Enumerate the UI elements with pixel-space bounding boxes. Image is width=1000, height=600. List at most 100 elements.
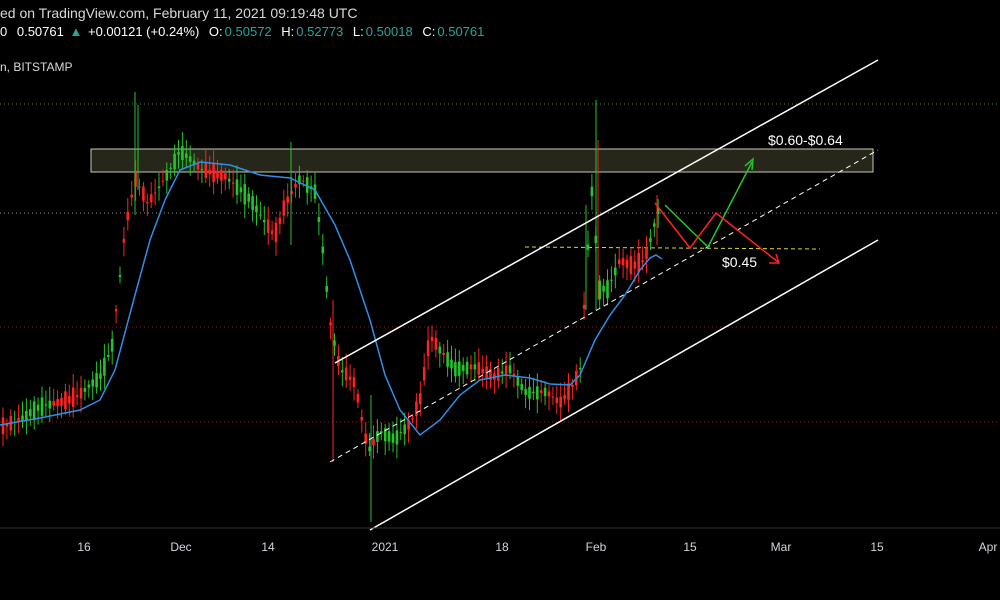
candle-body <box>60 397 63 407</box>
candle-body <box>645 248 648 259</box>
candle-body <box>426 340 430 356</box>
candle-body <box>126 211 130 221</box>
candle-body <box>282 200 286 216</box>
candles <box>1 92 660 522</box>
candle-body <box>56 399 59 407</box>
candle-body <box>641 260 644 263</box>
candle-body <box>446 352 449 367</box>
candle-body <box>21 415 24 421</box>
candle-body <box>403 424 406 435</box>
candle-body <box>536 386 539 400</box>
candle-body <box>395 430 399 445</box>
candle-body <box>75 395 79 398</box>
candle-body <box>157 186 161 189</box>
channel-mid-line <box>329 149 879 463</box>
candle-body <box>368 446 371 452</box>
candle-body <box>64 391 67 410</box>
candle-body <box>161 180 165 182</box>
x-tick-label: 16 <box>77 540 91 554</box>
candle-body <box>216 170 219 179</box>
candle-body <box>259 214 262 216</box>
candle-body <box>142 186 145 201</box>
candle-body <box>512 373 516 376</box>
close-value: 0.50761 <box>437 24 485 39</box>
candle-body <box>380 431 383 434</box>
low-value: 0.50018 <box>365 24 413 39</box>
bullish-path-line <box>664 161 753 249</box>
x-tick-label: 15 <box>683 540 697 554</box>
candle-body <box>227 178 231 182</box>
candle-body <box>290 190 293 195</box>
candle-body <box>489 369 492 380</box>
candle-body <box>153 192 157 194</box>
price-prefix: 0 <box>0 24 8 39</box>
candle-body <box>442 352 445 355</box>
candle-body <box>500 371 504 374</box>
candle-body <box>524 388 527 395</box>
candle-body <box>220 169 223 181</box>
candle-body <box>91 379 94 387</box>
resistance-zone <box>90 148 874 173</box>
candle-body <box>399 432 403 434</box>
candle-body <box>547 391 551 397</box>
candle-body <box>247 193 250 202</box>
candle-body <box>313 184 317 199</box>
candle-body <box>181 146 184 161</box>
bearish-arrowhead-icon <box>769 253 781 264</box>
candle-body <box>461 364 465 371</box>
candle-body <box>520 383 523 390</box>
candle-body <box>149 194 153 203</box>
candle-body <box>68 396 71 404</box>
candle-body <box>614 267 617 276</box>
candle-body <box>633 261 637 269</box>
price-change: +0.00121 (+0.24%) <box>87 24 200 39</box>
candle-body <box>122 238 126 243</box>
symbol-info: n, BITSTAMP <box>0 60 73 74</box>
bearish-path-line <box>654 202 779 263</box>
candle-body <box>411 418 414 420</box>
candle-body <box>590 186 594 197</box>
candle-body <box>95 373 98 388</box>
x-tick-label: 18 <box>495 540 509 554</box>
candle-body <box>333 340 336 346</box>
candle-body <box>352 377 356 388</box>
candle-body <box>383 428 387 442</box>
candle-body <box>208 169 211 175</box>
candle-body <box>270 230 274 235</box>
candle-body <box>29 409 32 417</box>
candle-body <box>360 416 364 421</box>
candle-body <box>32 401 36 421</box>
candle-body <box>458 361 461 376</box>
last-price: 0.50761 <box>16 24 64 39</box>
candle-body <box>325 285 328 292</box>
candle-body <box>434 337 438 350</box>
candle-body <box>516 376 520 386</box>
x-axis: 16 Dec 14 2021 18 Feb 15 Mar 15 Apr <box>0 527 1000 554</box>
candle-body <box>497 367 500 381</box>
candle-body <box>621 258 625 266</box>
candle-body <box>177 152 180 155</box>
low-label: L: <box>352 24 364 39</box>
candle-body <box>305 177 309 193</box>
candle-body <box>224 173 227 180</box>
target-annotation: $0.60-$0.64 <box>768 132 843 148</box>
x-tick-label: 15 <box>870 540 884 554</box>
open-value: 0.50572 <box>224 24 272 39</box>
candle-body <box>40 397 44 416</box>
candle-body <box>551 396 555 398</box>
candle-body <box>103 357 106 376</box>
candle-body <box>173 153 176 170</box>
candle-body <box>610 279 613 281</box>
candle-body <box>539 390 543 394</box>
candle-body <box>17 417 20 423</box>
moving-average <box>0 161 663 437</box>
candle-body <box>606 280 609 299</box>
candle-body <box>212 163 215 182</box>
support-annotation: $0.45 <box>722 254 757 270</box>
candle-body <box>204 161 208 178</box>
high-label: H: <box>281 24 295 39</box>
candle-body <box>563 394 566 400</box>
published-info: ed on TradingView.com, February 11, 2021… <box>0 5 358 21</box>
candle-body <box>188 156 192 162</box>
